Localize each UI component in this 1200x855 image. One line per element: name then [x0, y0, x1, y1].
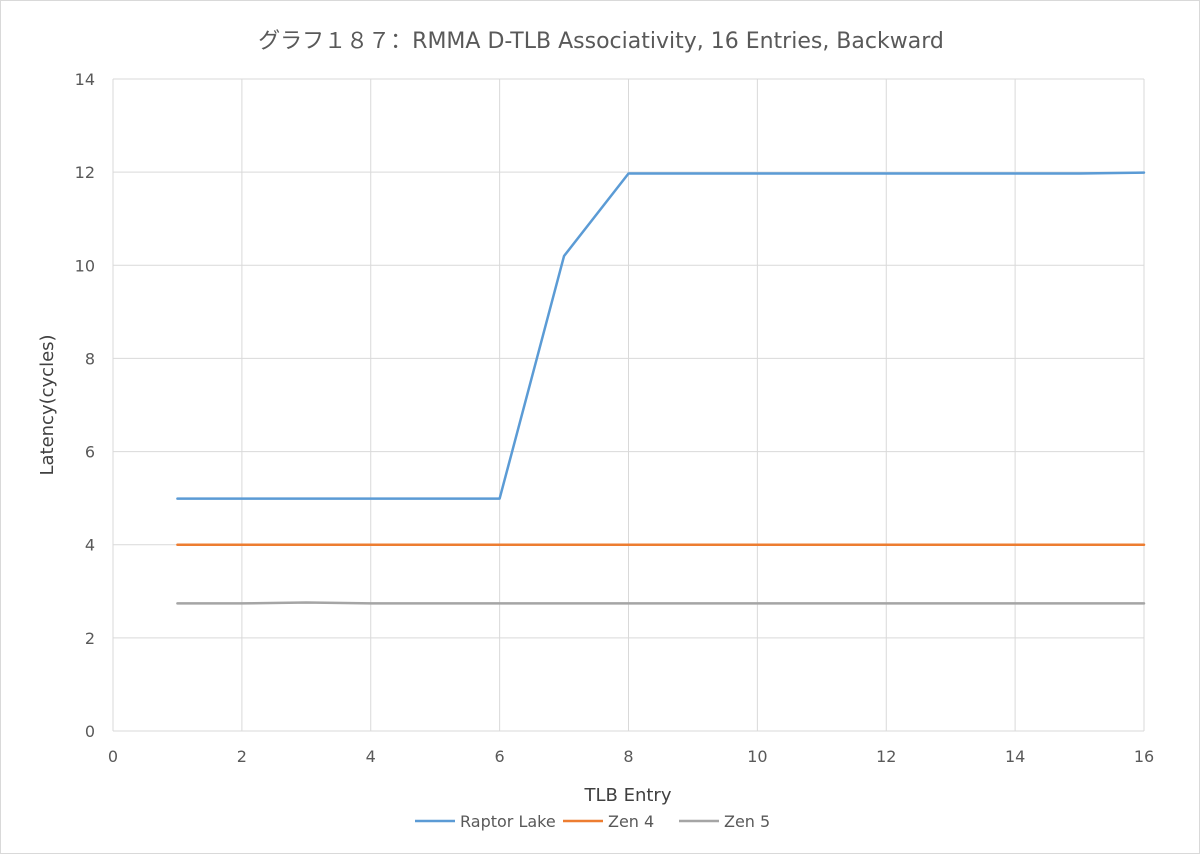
legend: Raptor Lake Zen 4 Zen 5: [415, 812, 770, 831]
x-axis-label: TLB Entry: [584, 785, 672, 806]
y-tick-label-2: 4: [85, 536, 95, 555]
x-tick-label-3: 6: [495, 747, 505, 766]
y-axis-label: Latency(cycles): [37, 334, 58, 475]
gridlines: [112, 78, 1145, 732]
x-tick-label-1: 2: [237, 747, 247, 766]
y-tick-label-1: 2: [85, 629, 95, 648]
legend-label-zen-4: Zen 4: [608, 812, 654, 831]
series-line-zen-5: [176, 601, 1146, 605]
x-tick-label-7: 14: [1005, 747, 1025, 766]
chart-title: グラフ１８７：RMMA D-TLB Associativity, 16 Entr…: [258, 29, 944, 54]
x-tick-label-2: 4: [366, 747, 376, 766]
x-tick-label-6: 12: [876, 747, 896, 766]
legend-label-zen-5: Zen 5: [724, 812, 770, 831]
x-tick-label-8: 16: [1134, 747, 1154, 766]
y-tick-label-3: 6: [85, 443, 95, 462]
legend-label-raptor-lake: Raptor Lake: [460, 812, 556, 831]
series-layer: [176, 171, 1146, 605]
y-tick-label-6: 12: [75, 163, 95, 182]
y-tick-label-5: 10: [75, 256, 95, 275]
x-tick-label-0: 0: [108, 747, 118, 766]
x-tick-labels: 0 2 4 6 8 10 12 14 16: [108, 747, 1154, 766]
x-tick-label-5: 10: [747, 747, 767, 766]
y-tick-label-0: 0: [85, 722, 95, 741]
x-tick-label-4: 8: [623, 747, 633, 766]
y-tick-label-4: 8: [85, 349, 95, 368]
y-tick-label-7: 14: [75, 70, 95, 89]
series-line-raptor-lake: [176, 171, 1146, 500]
y-tick-labels: 0 2 4 6 8 10 12 14: [75, 70, 95, 741]
